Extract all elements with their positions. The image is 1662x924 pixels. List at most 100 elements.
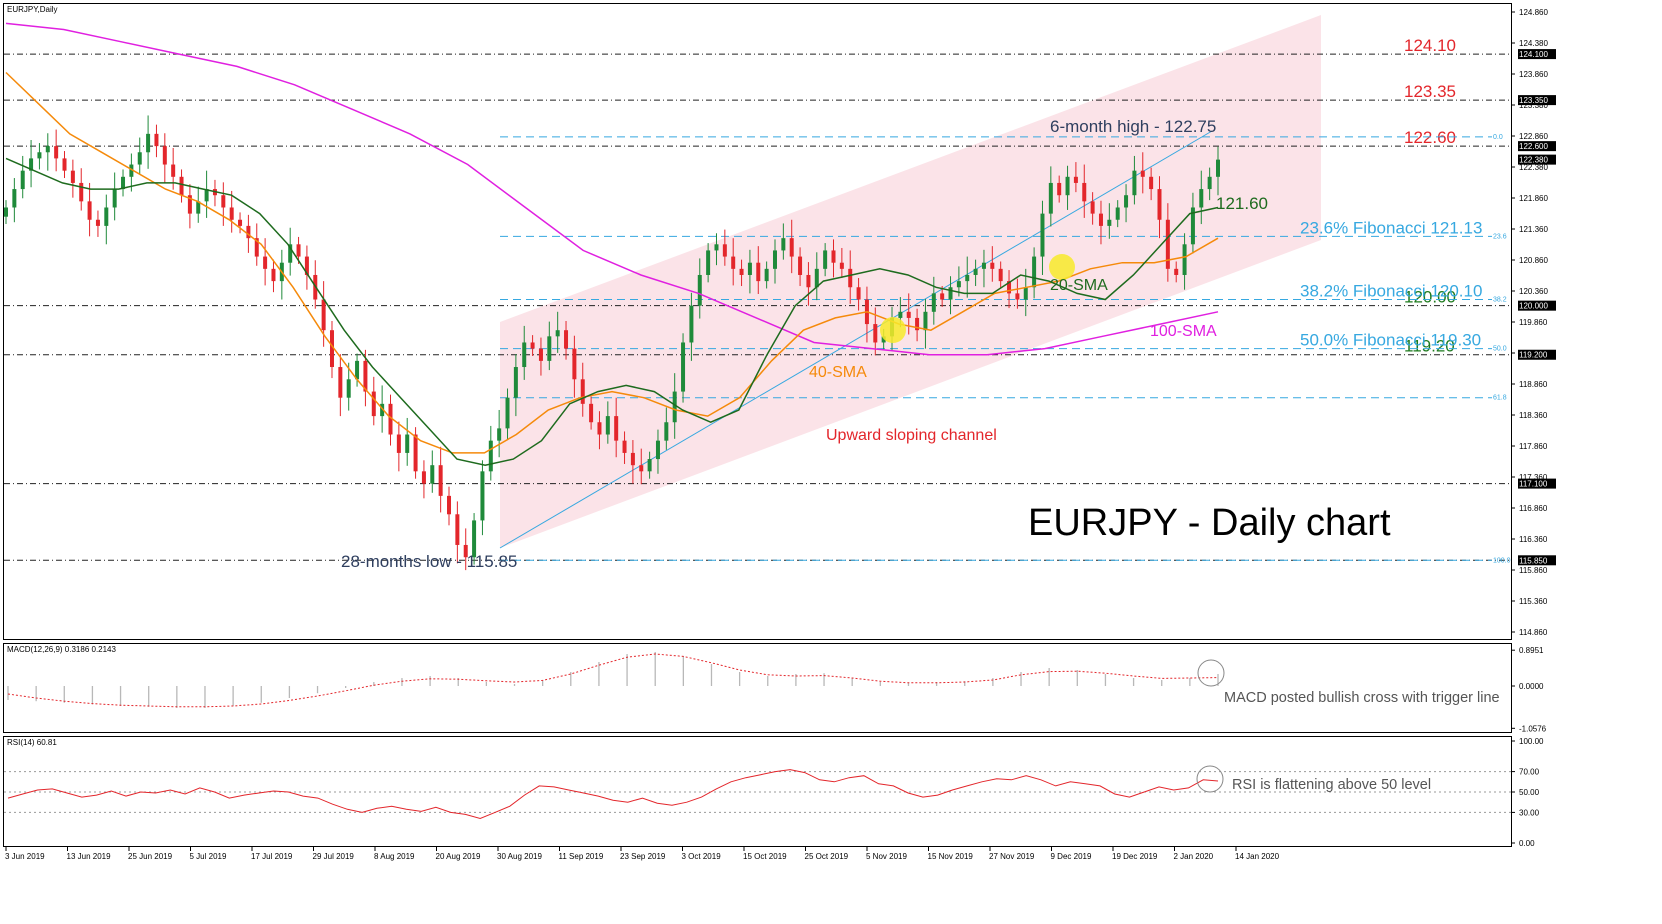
date-tick-label: 13 Jun 2019: [67, 852, 112, 861]
macd-tick-label: -1.0576: [1519, 724, 1547, 733]
candle-body: [104, 207, 109, 226]
candle-body: [179, 176, 184, 196]
candle-body: [647, 459, 652, 472]
date-tick-label: 20 Aug 2019: [436, 852, 481, 861]
high-annotation: 6-month high - 122.75: [1050, 117, 1216, 136]
fibonacci-label: 50.0% Fibonacci 119.30: [1300, 331, 1481, 350]
price-tick-label: 122.860: [1519, 132, 1548, 141]
candle-body: [79, 182, 84, 202]
candle-body: [1124, 195, 1129, 208]
candle-body: [455, 514, 460, 545]
date-tick-label: 25 Jun 2019: [128, 852, 173, 861]
candle-body: [781, 238, 786, 251]
candle-body: [1073, 176, 1078, 183]
candle-body: [856, 287, 861, 300]
candle-body: [171, 164, 176, 177]
candle-body: [1023, 287, 1028, 300]
candle-body: [848, 268, 853, 288]
date-tick-label: 3 Jun 2019: [5, 852, 45, 861]
candle-body: [915, 317, 920, 331]
candle-body: [238, 219, 243, 226]
level-price-tag-label: 122.600: [1519, 142, 1548, 151]
candle-body: [296, 244, 301, 257]
macd-plot: 0.8951 0.0000 -1.0576: [7, 646, 1547, 733]
level-price-tag-label: 123.350: [1519, 96, 1548, 105]
candle-body: [447, 495, 452, 515]
price-tick-label: 118.360: [1519, 411, 1548, 420]
candle-body: [614, 416, 619, 441]
candle-body: [405, 434, 410, 453]
candle-body: [530, 342, 535, 349]
date-tick-label: 3 Oct 2019: [682, 852, 722, 861]
candle-body: [722, 244, 727, 257]
candle-body: [430, 465, 435, 484]
rsi-tick-label: 70.00: [1519, 768, 1540, 777]
macd-label: MACD(12,26,9) 0.3186 0.2143: [7, 645, 117, 654]
date-tick-label: 25 Oct 2019: [805, 852, 849, 861]
rsi-line: [7, 769, 1219, 820]
date-tick-label: 23 Sep 2019: [620, 852, 666, 861]
candle-body: [37, 152, 42, 159]
fibonacci-tag: 100.0: [1493, 557, 1511, 564]
level-price-tag-label: 120.000: [1519, 302, 1548, 311]
candle-body: [522, 342, 527, 368]
candle-body: [839, 262, 844, 269]
candle-body: [463, 544, 468, 558]
crossover-highlight-40-100: [880, 317, 906, 343]
fibonacci-tag: 23.6: [1493, 233, 1507, 240]
fibonacci-label: 38.2% Fibonacci 120.10: [1300, 282, 1482, 301]
candle-body: [873, 324, 878, 343]
candle-body: [1032, 256, 1037, 288]
candle-body: [789, 238, 794, 257]
candle-body: [137, 152, 142, 165]
candle-body: [664, 422, 669, 441]
candle-body: [689, 305, 694, 343]
candle-body: [747, 262, 752, 275]
candle-body: [756, 262, 761, 282]
candle-body: [4, 207, 8, 217]
price-tick-label: 117.360: [1519, 473, 1548, 482]
date-tick-label: 5 Nov 2019: [866, 852, 907, 861]
sma100-annotation: 100-SMA: [1150, 323, 1217, 340]
date-tick-label: 30 Aug 2019: [497, 852, 542, 861]
candle-body: [187, 195, 192, 214]
level-price-tag: [1518, 349, 1556, 360]
candle-body: [806, 274, 811, 288]
level-label: 123.35: [1404, 82, 1456, 101]
low-annotation: 28-months low - 115.85: [341, 552, 517, 571]
candle-body: [772, 250, 777, 269]
fibonacci-tag: 38.2: [1493, 297, 1507, 304]
candle-body: [1098, 213, 1103, 226]
candle-body: [1199, 189, 1204, 208]
date-tick-label: 29 Jul 2019: [313, 852, 355, 861]
candle-body: [555, 330, 560, 337]
candle-body: [371, 391, 376, 417]
candle-body: [622, 440, 627, 453]
candle-body: [1190, 207, 1195, 245]
candle-body: [1216, 159, 1220, 177]
candle-body: [605, 416, 610, 435]
candle-body: [655, 440, 660, 460]
price-tick-label: 117.860: [1519, 442, 1548, 451]
candle-body: [304, 256, 309, 275]
candle-body: [1132, 170, 1137, 196]
candle-body: [1090, 201, 1095, 214]
rsi-tick-label: 30.00: [1519, 808, 1540, 817]
date-tick-label: 15 Oct 2019: [743, 852, 787, 861]
date-tick-label: 5 Jul 2019: [190, 852, 227, 861]
moving-averages: [5, 22, 1219, 466]
price-tick-label: 120.360: [1519, 287, 1548, 296]
candle-body: [497, 428, 502, 441]
candle-body: [681, 342, 686, 392]
candle-body: [363, 360, 368, 392]
candle-body: [95, 219, 100, 226]
candle-body: [271, 268, 276, 282]
sma100-line: [5, 22, 1219, 356]
candle-body: [288, 244, 293, 263]
candle-body: [580, 379, 585, 404]
candle-body: [739, 268, 744, 275]
macd-panel-frame: [3, 643, 1512, 733]
sma40-line: [5, 71, 1219, 454]
candle-body: [998, 268, 1003, 282]
